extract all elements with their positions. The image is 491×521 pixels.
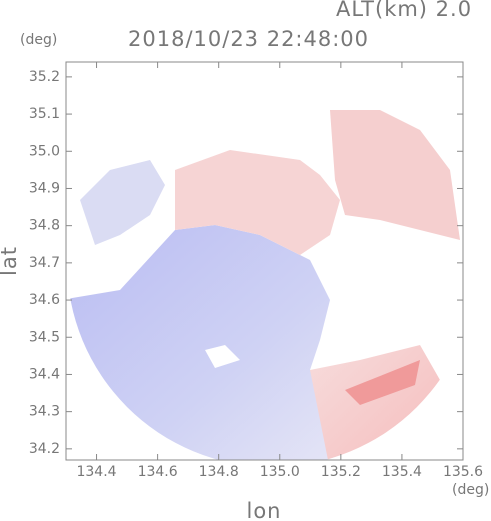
plot-frame (65, 61, 464, 461)
x-tick-label: 135.0 (260, 464, 300, 480)
x-tick-label: 134.6 (138, 464, 178, 480)
y-tick-label: 34.4 (29, 366, 60, 382)
velocity-field (67, 110, 460, 460)
y-tick-label: 35.1 (29, 106, 60, 122)
x-tick-label: 135.6 (443, 464, 483, 480)
y-tick-label: 34.7 (29, 255, 60, 271)
y-unit: (deg) (20, 32, 57, 48)
y-tick-label: 34.8 (29, 218, 60, 234)
x-tick-label: 134.8 (199, 464, 239, 480)
chart-title: 2018/10/23 22:48:00 (128, 27, 369, 51)
altitude-label: ALT(km) 2.0 (336, 0, 472, 21)
x-unit: (deg) (452, 482, 489, 498)
x-tick-label: 135.4 (382, 464, 422, 480)
y-tick-label: 34.5 (29, 329, 60, 345)
x-tick-label: 134.4 (76, 464, 116, 480)
x-axis-label: lon (247, 499, 282, 521)
y-tick-label: 35.0 (29, 143, 60, 159)
y-tick-label: 34.9 (29, 180, 60, 196)
y-tick-label: 34.6 (29, 292, 60, 308)
y-tick-label: 34.2 (29, 441, 60, 457)
x-tick-label: 135.2 (321, 464, 361, 480)
y-tick-label: 35.2 (29, 69, 60, 85)
y-axis-label: lat (0, 246, 21, 276)
y-tick-label: 34.3 (29, 404, 60, 420)
